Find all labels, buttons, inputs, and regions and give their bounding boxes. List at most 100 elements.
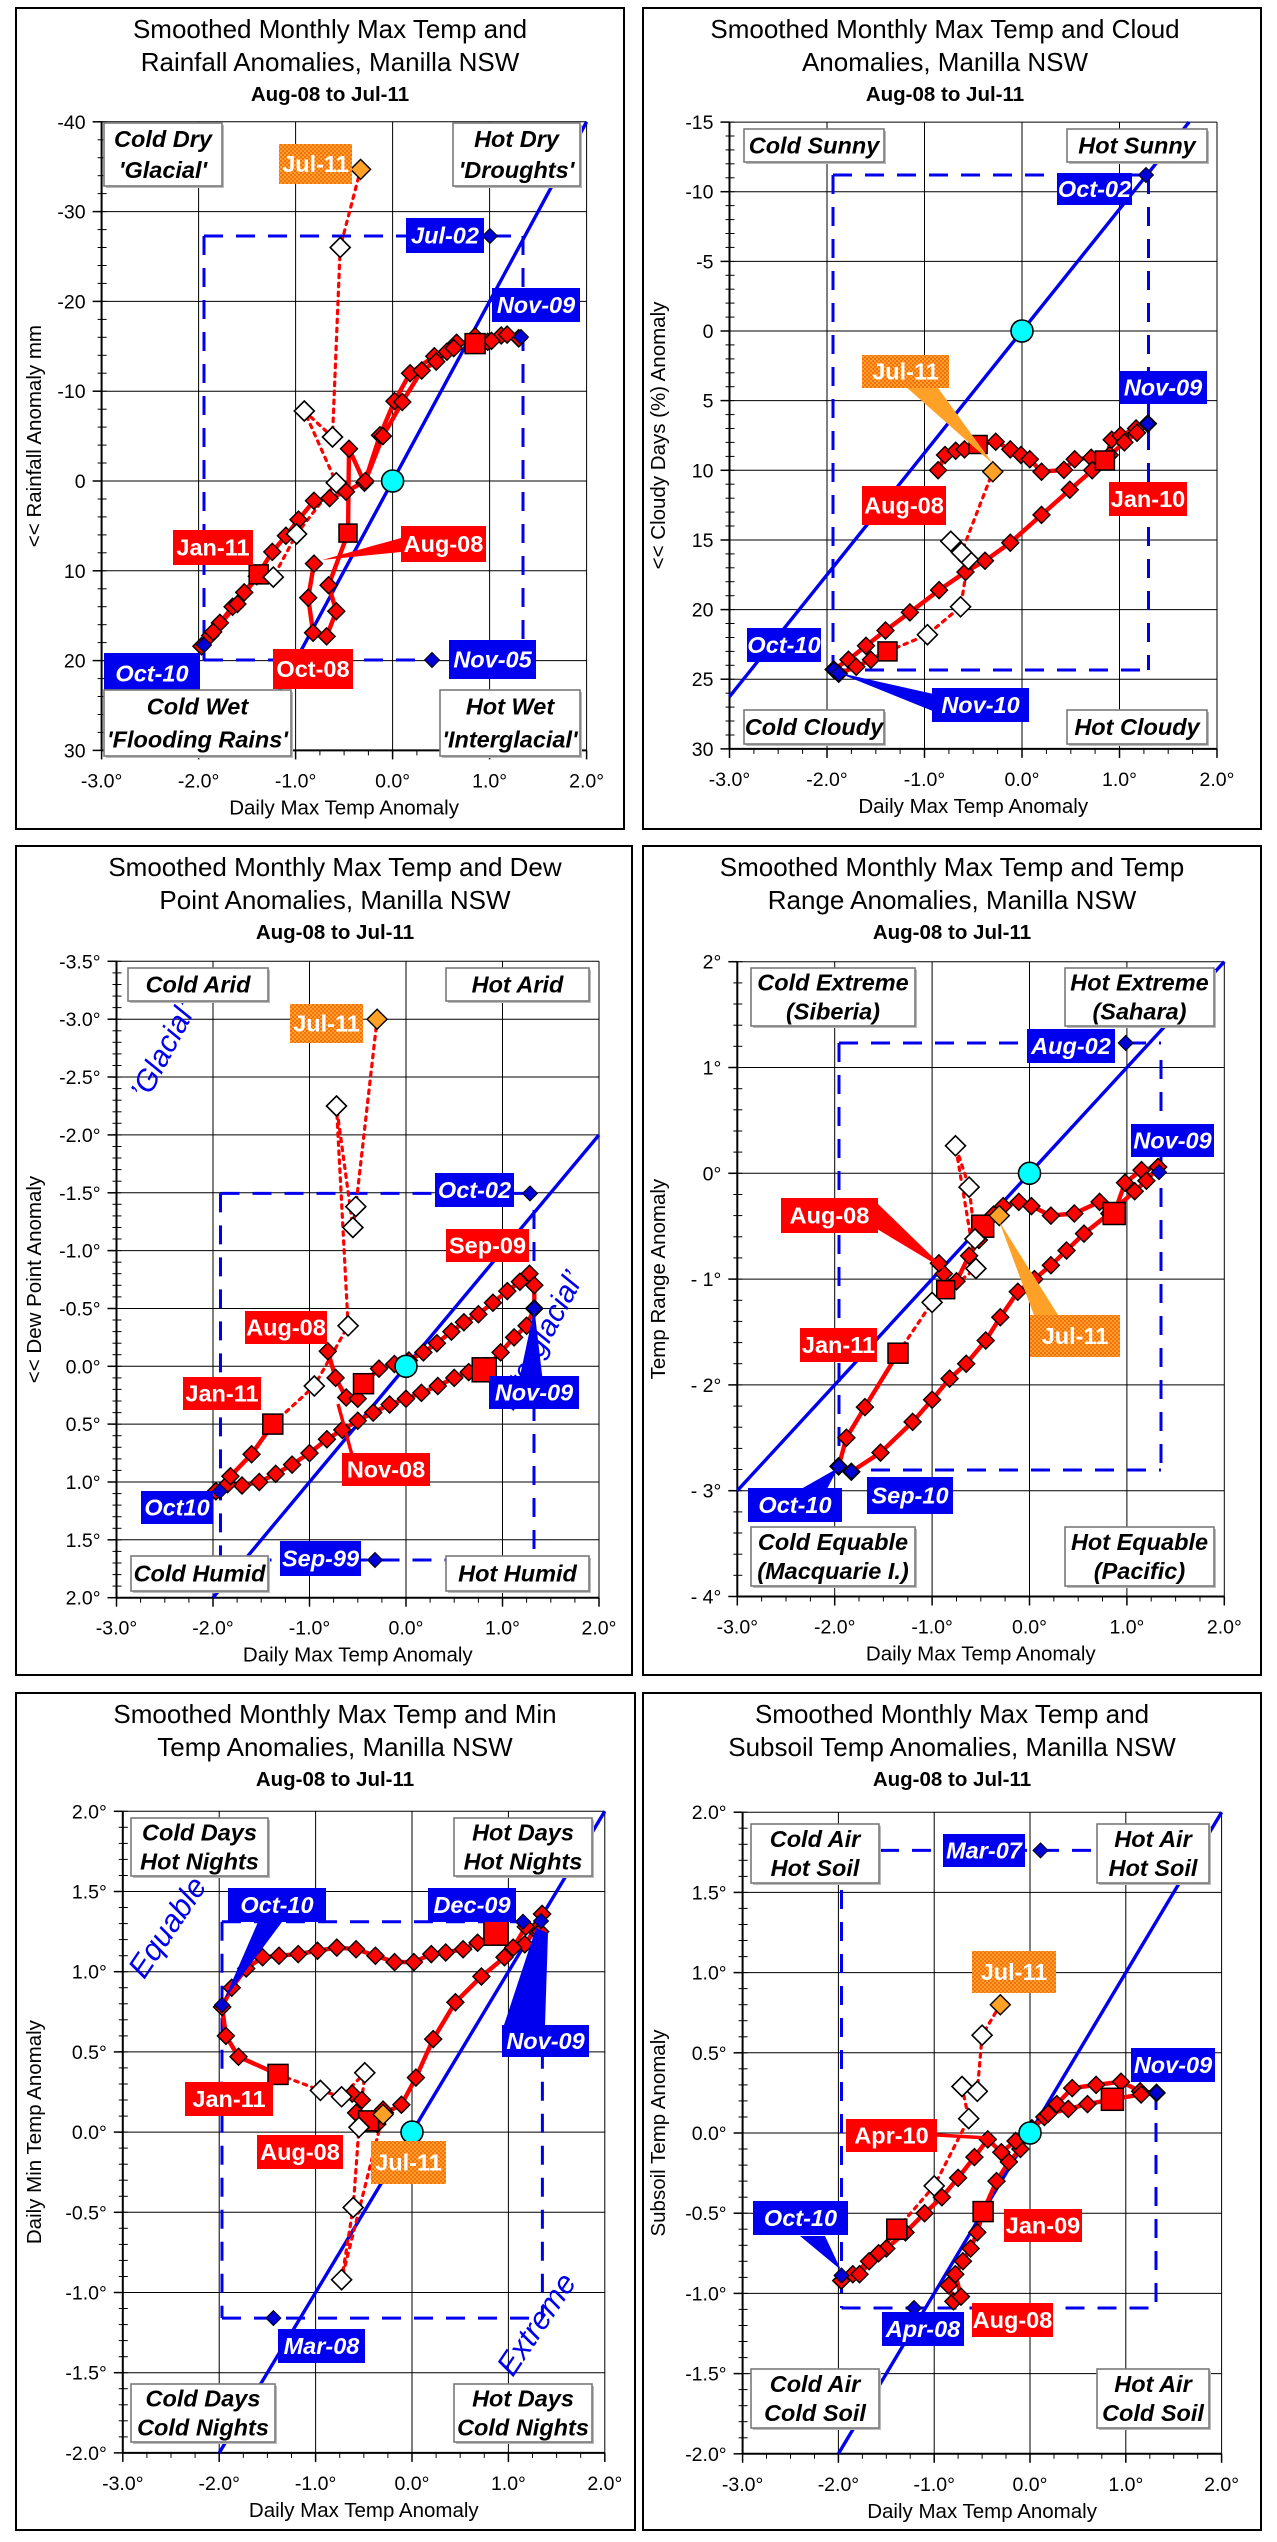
svg-text:Nov-05: Nov-05 [453, 647, 532, 673]
svg-text:1.5°: 1.5° [692, 1882, 727, 1904]
svg-text:Nov-09: Nov-09 [1133, 1128, 1211, 1154]
svg-text:-1.0°: -1.0° [295, 2473, 336, 2495]
svg-text:Sep-09: Sep-09 [449, 1233, 526, 1259]
svg-text:Jul-11: Jul-11 [282, 151, 349, 177]
svg-text:Aug-08: Aug-08 [973, 2307, 1053, 2333]
svg-text:0.0°: 0.0° [389, 1618, 424, 1640]
svg-text:(Macquarie I.): (Macquarie I.) [757, 1558, 909, 1584]
svg-text:Cold Soil: Cold Soil [1102, 2400, 1204, 2426]
svg-text:<< Cloudy Days (%) Anomaly: << Cloudy Days (%) Anomaly [647, 301, 670, 570]
svg-text:Hot Sunny: Hot Sunny [1078, 133, 1197, 159]
svg-text:Oct-02: Oct-02 [438, 1177, 511, 1203]
svg-text:-3.0°: -3.0° [81, 770, 122, 792]
svg-text:-1.0°: -1.0° [685, 2283, 726, 2305]
svg-text:-3.0°: -3.0° [717, 1617, 758, 1639]
svg-text:0.0°: 0.0° [66, 1356, 101, 1378]
svg-text:Cold Nights: Cold Nights [457, 2415, 589, 2441]
svg-text:Anomalies, Manilla NSW: Anomalies, Manilla NSW [802, 47, 1089, 77]
svg-text:2.0°: 2.0° [1204, 2474, 1239, 2496]
svg-text:- 4°: - 4° [691, 1587, 722, 1609]
svg-text:2°: 2° [703, 952, 722, 974]
svg-text:-2.0°: -2.0° [806, 769, 847, 791]
svg-text:Cold Cloudy: Cold Cloudy [745, 714, 885, 740]
svg-text:Jul-02: Jul-02 [411, 223, 479, 249]
svg-text:Oct10: Oct10 [144, 1495, 209, 1521]
svg-text:Aug-08: Aug-08 [246, 1315, 326, 1341]
svg-text:2.0°: 2.0° [1200, 769, 1235, 791]
svg-text:Nov-09: Nov-09 [506, 2028, 584, 2054]
svg-text:-1.0°: -1.0° [913, 2474, 954, 2496]
svg-text:Cold Air: Cold Air [770, 1826, 862, 1852]
svg-text:1.0°: 1.0° [66, 1472, 101, 1494]
svg-text:2.0°: 2.0° [569, 770, 604, 792]
svg-text:Hot Air: Hot Air [1114, 1826, 1193, 1852]
svg-text:-2.0°: -2.0° [178, 770, 219, 792]
svg-text:Mar-07: Mar-07 [946, 1838, 1023, 1864]
svg-text:1.0°: 1.0° [472, 770, 507, 792]
svg-text:Aug-08: Aug-08 [864, 493, 944, 519]
svg-text:Jan-11: Jan-11 [802, 1332, 875, 1358]
svg-text:-2.5°: -2.5° [59, 1067, 100, 1089]
svg-text:Hot Nights: Hot Nights [464, 1849, 583, 1875]
svg-text:1.0°: 1.0° [1109, 1617, 1144, 1639]
svg-text:Jan-11: Jan-11 [185, 1381, 258, 1407]
svg-text:-3.0°: -3.0° [722, 2474, 763, 2496]
svg-text:-0.5°: -0.5° [59, 1299, 100, 1321]
svg-text:Aug-08: Aug-08 [404, 531, 484, 557]
svg-text:Sep-99: Sep-99 [282, 1546, 359, 1572]
svg-text:-2.0°: -2.0° [814, 1617, 855, 1639]
svg-text:1°: 1° [703, 1058, 722, 1080]
svg-text:Hot Days: Hot Days [472, 1820, 574, 1846]
svg-text:Smoothed Monthly Max Temp and: Smoothed Monthly Max Temp and Min [113, 1699, 556, 1729]
svg-text:(Pacific): (Pacific) [1094, 1558, 1186, 1584]
svg-text:-1.5°: -1.5° [65, 2363, 106, 2385]
svg-text:-2.0°: -2.0° [685, 2444, 726, 2466]
svg-text:Daily Min Temp Anomaly: Daily Min Temp Anomaly [23, 2019, 46, 2244]
svg-text:Oct-08: Oct-08 [276, 656, 349, 682]
svg-text:-1.0°: -1.0° [911, 1617, 952, 1639]
svg-text:10: 10 [692, 460, 714, 482]
svg-text:Jul-11: Jul-11 [375, 2150, 442, 2176]
svg-text:-2.0°: -2.0° [65, 2443, 106, 2465]
svg-text:Nov-09: Nov-09 [495, 1380, 573, 1406]
svg-text:15: 15 [692, 530, 714, 552]
svg-text:Cold Extreme: Cold Extreme [757, 970, 909, 996]
svg-text:-30: -30 [57, 202, 85, 224]
svg-text:-10: -10 [57, 381, 85, 403]
svg-text:0°: 0° [703, 1163, 722, 1185]
svg-text:Cold Soil: Cold Soil [764, 2400, 866, 2426]
svg-text:-3.0°: -3.0° [709, 769, 750, 791]
svg-text:Aug-08: Aug-08 [260, 2139, 340, 2165]
svg-text:Daily Max Temp Anomaly: Daily Max Temp Anomaly [866, 1643, 1097, 1666]
svg-text:0.5°: 0.5° [66, 1414, 101, 1436]
svg-text:2.0°: 2.0° [1207, 1617, 1242, 1639]
svg-text:Aug-08 to Jul-11: Aug-08 to Jul-11 [251, 83, 409, 106]
svg-text:Daily Max Temp Anomaly: Daily Max Temp Anomaly [249, 2499, 480, 2522]
svg-text:Jul-11: Jul-11 [981, 1959, 1048, 1985]
svg-text:Aug-08 to Jul-11: Aug-08 to Jul-11 [256, 1768, 414, 1791]
svg-text:0: 0 [703, 321, 714, 343]
svg-text:Daily Max Temp Anomaly: Daily Max Temp Anomaly [243, 1644, 474, 1667]
svg-text:Cold Air: Cold Air [770, 2371, 862, 2397]
svg-text:Cold Nights: Cold Nights [137, 2415, 269, 2441]
svg-text:Hot Arid: Hot Arid [472, 972, 564, 998]
svg-text:Aug-08 to Jul-11: Aug-08 to Jul-11 [873, 1768, 1031, 1791]
svg-text:<< Rainfall Anomaly mm: << Rainfall Anomaly mm [23, 325, 46, 547]
svg-text:Hot Humid: Hot Humid [458, 1561, 577, 1587]
svg-text:Sep-10: Sep-10 [871, 1483, 948, 1509]
svg-text:-2.0°: -2.0° [59, 1125, 100, 1147]
svg-text:Nov-10: Nov-10 [941, 692, 1019, 718]
svg-text:<< Dew Point Anomaly: << Dew Point Anomaly [23, 1175, 46, 1383]
svg-text:2.0°: 2.0° [66, 1588, 101, 1610]
svg-text:Jan-11: Jan-11 [176, 535, 249, 561]
svg-text:-3.0°: -3.0° [59, 1009, 100, 1031]
svg-text:Nov-09: Nov-09 [1124, 375, 1202, 401]
svg-text:0.0°: 0.0° [1005, 769, 1040, 791]
svg-text:Daily Max Temp Anomaly: Daily Max Temp Anomaly [867, 2500, 1098, 2523]
svg-text:Smoothed Monthly Max Temp and: Smoothed Monthly Max Temp and Temp [720, 852, 1184, 882]
svg-text:Cold Days: Cold Days [146, 2386, 261, 2412]
svg-text:2.0°: 2.0° [692, 1802, 727, 1824]
svg-text:1.0°: 1.0° [485, 1618, 520, 1640]
svg-text:1.0°: 1.0° [72, 1962, 107, 1984]
svg-text:-1.0°: -1.0° [65, 2283, 106, 2305]
